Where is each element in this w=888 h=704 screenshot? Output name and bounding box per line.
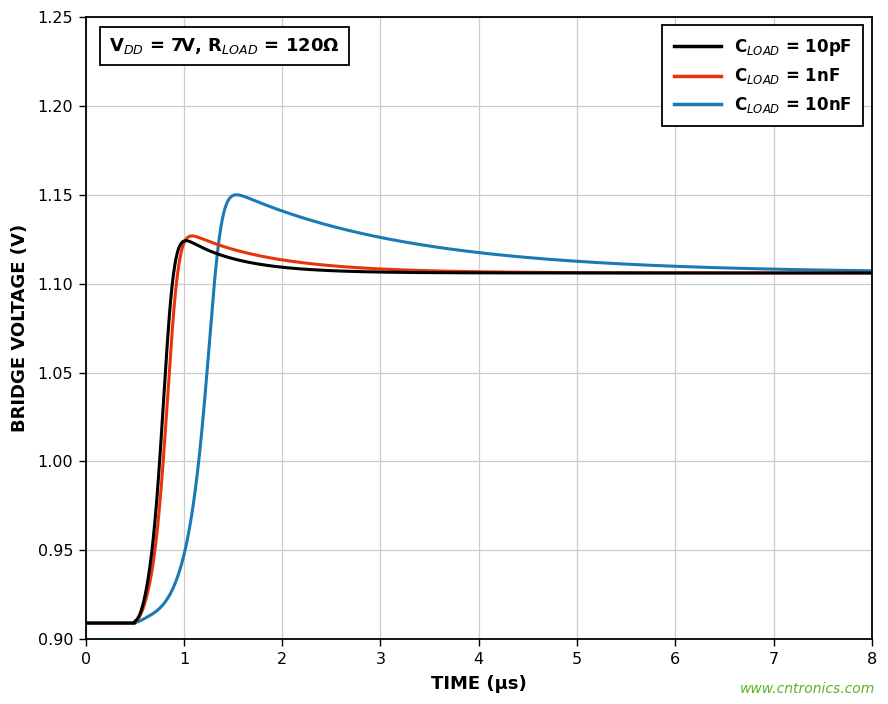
Y-axis label: BRIDGE VOLTAGE (V): BRIDGE VOLTAGE (V): [12, 224, 29, 432]
Text: V$_{DD}$ = 7V, R$_{LOAD}$ = 120Ω: V$_{DD}$ = 7V, R$_{LOAD}$ = 120Ω: [109, 36, 340, 56]
X-axis label: TIME (μs): TIME (μs): [431, 675, 527, 693]
Text: www.cntronics.com: www.cntronics.com: [740, 681, 875, 696]
Legend: C$_{LOAD}$ = 10pF, C$_{LOAD}$ = 1nF, C$_{LOAD}$ = 10nF: C$_{LOAD}$ = 10pF, C$_{LOAD}$ = 1nF, C$_…: [662, 25, 863, 127]
